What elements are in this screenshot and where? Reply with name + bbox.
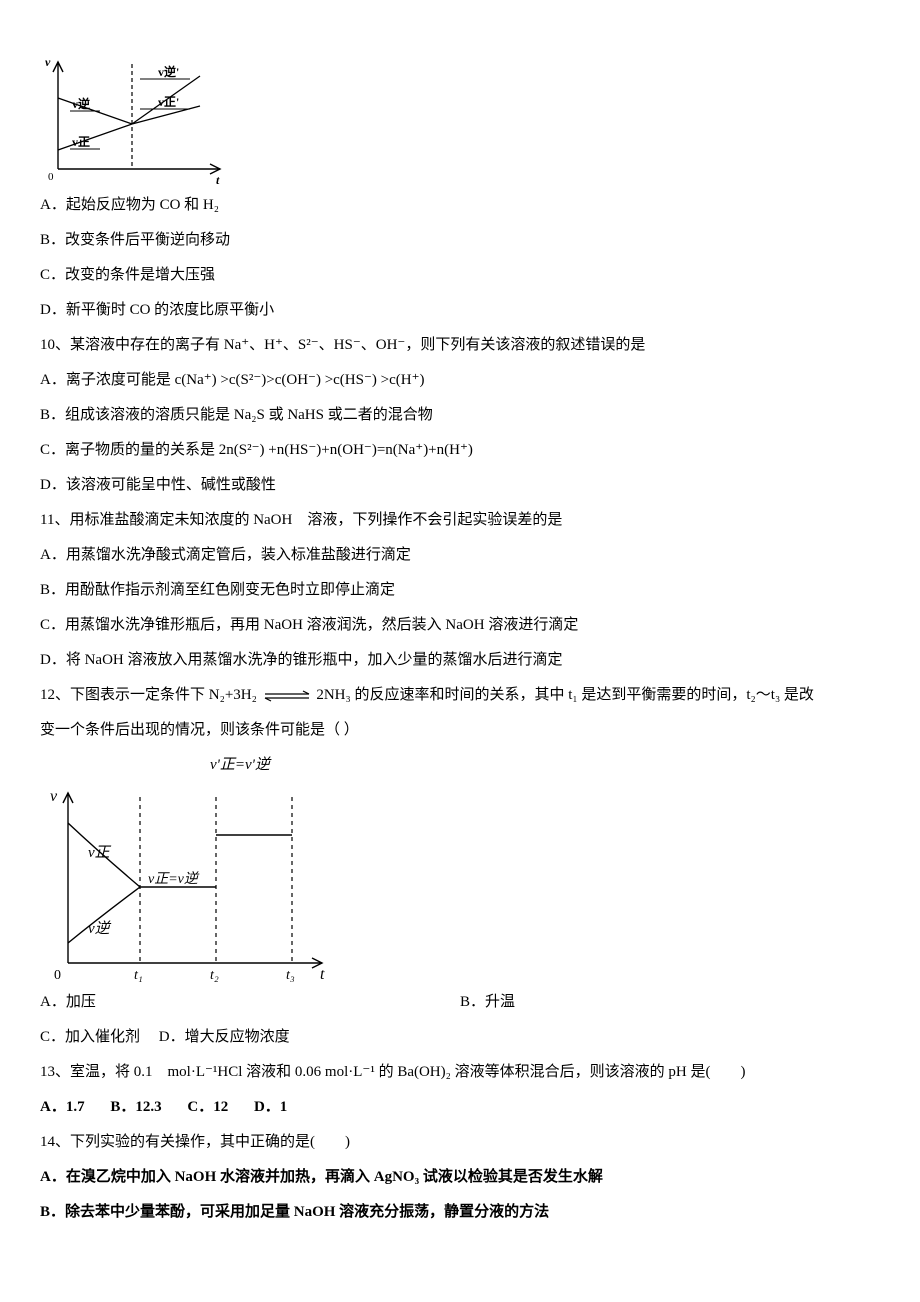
q13-option-b: B．12.3	[110, 1099, 161, 1115]
label-vni: v逆	[72, 96, 90, 111]
q12-label-vni: v逆	[88, 920, 112, 937]
q13-option-c: C．12	[187, 1099, 228, 1115]
q12-t3: t₃	[286, 968, 295, 983]
q9-graph: v t 0 v逆 v正 v逆' v正'	[40, 54, 880, 184]
origin-label: 0	[48, 171, 54, 183]
q11-stem: 11、用标准盐酸滴定未知浓度的 NaOH 溶液，下列操作不会引起实验误差的是	[40, 507, 880, 534]
q13-stem: 13、室温，将 0.1 mol·L⁻¹HCl 溶液和 0.06 mol·L⁻¹ …	[40, 1059, 880, 1086]
q14-option-a: A．在溴乙烷中加入 NaOH 水溶液并加热，再滴入 AgNO₃ 试液以检验其是否…	[40, 1164, 880, 1191]
q12-stem-c: 变一个条件后出现的情况，则该条件可能是（ ）	[40, 717, 880, 744]
q11-option-c: C．用蒸馏水洗净锥形瓶后，再用 NaOH 溶液润洗，然后装入 NaOH 溶液进行…	[40, 612, 880, 639]
q12-graph: v t 0 v正 v逆 v正=v逆 t₁ t₂ t₃	[40, 783, 880, 983]
q14-stem: 14、下列实验的有关操作，其中正确的是( )	[40, 1129, 880, 1156]
q12-option-b: B．升温	[460, 989, 880, 1016]
q10-option-c: C．离子物质的量的关系是 2n(S²⁻) +n(HS⁻)+n(OH⁻)=n(Na…	[40, 437, 880, 464]
q12-row2: C．加入催化剂 D．增大反应物浓度	[40, 1024, 880, 1051]
q12-x-axis: t	[320, 966, 325, 983]
label-vni-prime: v逆'	[158, 64, 179, 79]
q11-option-a: A．用蒸馏水洗净酸式滴定管后，装入标准盐酸进行滴定	[40, 542, 880, 569]
q12-stem: 12、下图表示一定条件下 N₂+3H₂ 2NH₃ 的反应速率和时间的关系，其中 …	[40, 682, 880, 709]
x-axis-label: t	[216, 173, 220, 184]
q9-option-c: C．改变的条件是增大压强	[40, 262, 880, 289]
q13-options: A．1.7 B．12.3 C．12 D．1	[40, 1094, 880, 1121]
q9-option-b: B．改变条件后平衡逆向移动	[40, 227, 880, 254]
q12-top-label: v'正=v'逆	[210, 752, 880, 779]
q10-option-b: B．组成该溶液的溶质只能是 Na₂S 或 NaHS 或二者的混合物	[40, 402, 880, 429]
q12-option-a: A．加压	[40, 989, 460, 1016]
q12-label-vzheng: v正	[88, 845, 112, 861]
q12-stem-b: 2NH₃ 的反应速率和时间的关系，其中 t₁ 是达到平衡需要的时间，t₂～t₃ …	[316, 687, 814, 703]
q14-option-b: B．除去苯中少量苯酚，可采用加足量 NaOH 溶液充分振荡，静置分液的方法	[40, 1199, 880, 1226]
q10-option-d: D．该溶液可能呈中性、碱性或酸性	[40, 472, 880, 499]
q12-graph-svg: v t 0 v正 v逆 v正=v逆 t₁ t₂ t₃	[40, 783, 340, 983]
q12-stem-a: 12、下图表示一定条件下 N₂+3H₂	[40, 687, 257, 703]
q12-label-eq1: v正=v逆	[148, 871, 200, 887]
q9-graph-svg: v t 0 v逆 v正 v逆' v正'	[40, 54, 230, 184]
label-vzheng-prime: v正'	[158, 95, 179, 109]
y-axis-label: v	[45, 55, 51, 69]
q12-y-axis: v	[50, 788, 58, 805]
q12-t1: t₁	[134, 968, 143, 983]
q12-origin: 0	[54, 968, 61, 983]
label-vzheng: v正	[72, 135, 90, 149]
q12-option-d: D．增大反应物浓度	[159, 1029, 290, 1045]
equilibrium-arrow-icon	[261, 689, 313, 703]
q11-option-b: B．用酚酞作指示剂滴至红色刚变无色时立即停止滴定	[40, 577, 880, 604]
q12-row1: A．加压 B．升温	[40, 989, 880, 1016]
q10-option-a: A．离子浓度可能是 c(Na⁺) >c(S²⁻)>c(OH⁻) >c(HS⁻) …	[40, 367, 880, 394]
q13-option-d: D．1	[254, 1099, 287, 1115]
q10-stem: 10、某溶液中存在的离子有 Na⁺、H⁺、S²⁻、HS⁻、OH⁻，则下列有关该溶…	[40, 332, 880, 359]
q11-option-d: D．将 NaOH 溶液放入用蒸馏水洗净的锥形瓶中，加入少量的蒸馏水后进行滴定	[40, 647, 880, 674]
q12-t2: t₂	[210, 968, 219, 983]
q9-option-d: D．新平衡时 CO 的浓度比原平衡小	[40, 297, 880, 324]
q9-option-a: A．起始反应物为 CO 和 H₂	[40, 192, 880, 219]
q12-option-c: C．加入催化剂	[40, 1029, 140, 1045]
q13-option-a: A．1.7	[40, 1099, 85, 1115]
